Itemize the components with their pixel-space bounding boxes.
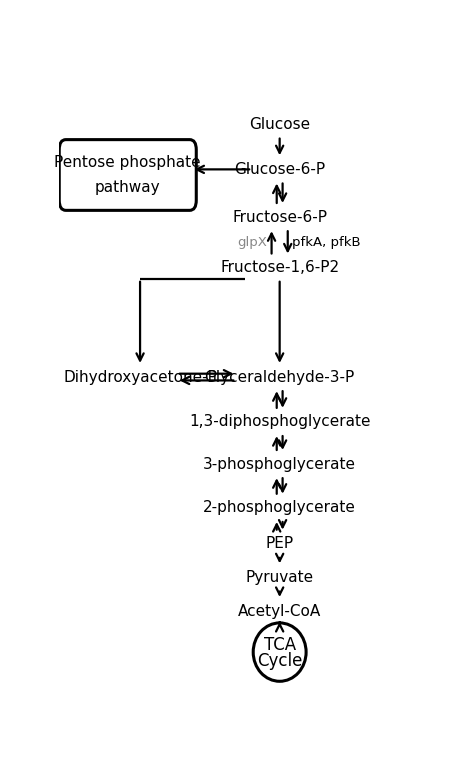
Text: TCA: TCA [264,636,296,654]
Text: Fructose-6-P: Fructose-6-P [232,210,327,225]
Text: Cycle: Cycle [257,652,302,670]
Text: 3-phosphoglycerate: 3-phosphoglycerate [203,456,356,472]
Text: PEP: PEP [265,537,294,551]
Text: Pyruvate: Pyruvate [246,570,314,585]
Text: 1,3-diphosphoglycerate: 1,3-diphosphoglycerate [189,414,370,430]
Text: Fructose-1,6-P2: Fructose-1,6-P2 [220,260,339,275]
Text: pfkA, pfkB: pfkA, pfkB [292,236,361,249]
Text: glpX: glpX [237,236,267,249]
Text: Dihydroxyacetone-P: Dihydroxyacetone-P [63,370,217,385]
Text: pathway: pathway [95,180,161,195]
Text: Glyceraldehyde-3-P: Glyceraldehyde-3-P [205,370,355,385]
Text: Glucose: Glucose [249,117,310,132]
Text: Pentose phosphate: Pentose phosphate [55,155,201,170]
Text: Glucose-6-P: Glucose-6-P [234,162,325,177]
Ellipse shape [253,623,306,681]
Text: Acetyl-CoA: Acetyl-CoA [238,604,321,619]
FancyBboxPatch shape [59,140,196,211]
Text: 2-phosphoglycerate: 2-phosphoglycerate [203,500,356,516]
